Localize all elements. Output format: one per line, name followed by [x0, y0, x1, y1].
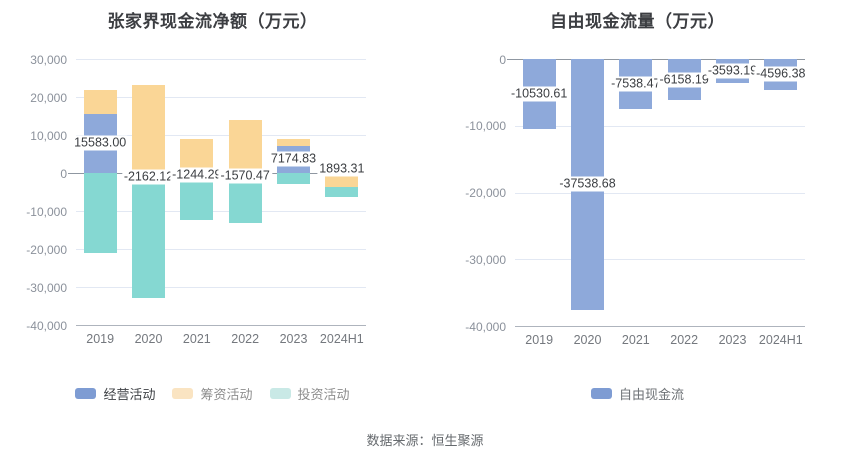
bar-value-label: -4596.38	[754, 66, 808, 82]
bottom-grid-line	[76, 325, 366, 326]
y-axis-tick-label: 0	[499, 52, 506, 67]
legend-label: 自由现金流	[618, 387, 684, 402]
bar-value-label: -1570.47	[218, 168, 272, 184]
x-axis-tick-label: 2021	[182, 332, 211, 346]
free-cash-flow-chart: 自由现金流量（万元） 0 -10,000 -20,000 -30,000 -40,000…	[425, 0, 850, 415]
bar-segment	[83, 89, 117, 114]
y-axis-tick-label: -10,000	[26, 204, 67, 219]
legend-swatch	[172, 388, 194, 399]
bar-segment	[325, 187, 359, 198]
bar-value-label: -3593.19	[705, 63, 760, 79]
x-axis-tick-label: 2022	[231, 332, 260, 346]
legend-label: 经营活动	[103, 387, 156, 402]
grid-line	[76, 97, 366, 98]
grid-line	[515, 259, 805, 261]
legend-item[interactable]: 自由现金流	[590, 384, 684, 403]
y-axis-tick-label: 20,000	[30, 90, 67, 105]
bar-value-label: -7538.47	[609, 76, 663, 92]
y-axis-tick-label: -40,000	[465, 319, 506, 334]
data-source-caption: 数据来源：恒生聚源	[366, 433, 484, 448]
bar-segment	[180, 138, 214, 173]
x-axis-tick-label: 2023	[279, 332, 308, 346]
bar-value-label: 15583.00	[72, 135, 129, 151]
x-axis-tick-label: 2024H1	[758, 333, 803, 347]
legend-label: 筹资活动	[200, 387, 253, 402]
x-axis-tick-label: 2024H1	[319, 332, 364, 346]
bar-segment	[277, 138, 310, 146]
net-cash-flow-chart-title: 张家界现金流净额（万元）	[107, 12, 318, 31]
legend-swatch	[590, 388, 612, 399]
bar-segment	[277, 173, 310, 185]
bar-segment	[180, 177, 214, 221]
y-axis-tick-label: 0	[60, 166, 67, 181]
legend-item[interactable]: 投资活动	[269, 384, 350, 403]
y-axis-tick-label: -20,000	[465, 186, 506, 200]
legend-item[interactable]: 经营活动	[75, 384, 155, 403]
net-cash-flow-legend: 经营活动 筹资活动 投资活动	[0, 384, 425, 403]
bar-segment	[132, 181, 165, 299]
zero-axis-line	[507, 59, 805, 60]
bar-value-label: 7174.83	[268, 151, 319, 167]
y-axis-tick-label: -30,000	[26, 280, 67, 295]
bar-value-label: -37538.68	[557, 176, 618, 192]
bar-value-label: 1893.31	[317, 161, 367, 177]
grid-line	[515, 125, 805, 127]
net-cash-flow-chart: 张家界现金流净额（万元） 30,000 20,000 10,000 0 -10,000 -…	[0, 0, 425, 415]
y-axis-tick-label: -30,000	[465, 252, 506, 267]
x-axis-tick-label: 2021	[621, 333, 650, 347]
legend-swatch	[269, 388, 291, 399]
y-axis-tick-label: -10,000	[465, 119, 506, 134]
grid-line	[76, 59, 366, 60]
grid-line	[76, 135, 366, 136]
bar-segment	[83, 173, 117, 253]
y-axis-tick-label: 30,000	[30, 52, 67, 67]
x-axis-tick-label: 2019	[86, 332, 115, 346]
grid-line	[76, 287, 366, 288]
x-axis-tick-label: 2019	[525, 333, 554, 347]
y-axis-tick-label: 10,000	[30, 128, 67, 143]
x-axis-tick-label: 2020	[134, 332, 163, 346]
grid-line	[76, 249, 366, 250]
legend-item[interactable]: 筹资活动	[172, 384, 253, 403]
x-axis-tick-label: 2022	[670, 333, 699, 347]
x-axis-tick-label: 2020	[573, 333, 602, 347]
bar-segment	[228, 178, 262, 223]
free-cash-flow-legend: 自由现金流	[425, 384, 850, 403]
grid-line	[76, 211, 366, 212]
y-axis-tick-label: -20,000	[26, 242, 67, 257]
bar-value-label: -6158.19	[657, 72, 711, 88]
x-axis-tick-label: 2023	[718, 333, 747, 347]
y-axis-tick-label: -40,000	[26, 318, 67, 333]
grid-line	[515, 192, 805, 194]
legend-label: 投资活动	[297, 387, 350, 402]
bar-value-label: -2162.12	[121, 169, 176, 185]
free-cash-flow-chart-title: 自由现金流量（万元）	[550, 12, 725, 31]
bar-segment	[132, 85, 165, 173]
bar-value-label: -1244.29	[170, 167, 224, 183]
bar-segment	[228, 120, 262, 173]
legend-swatch	[75, 388, 97, 399]
bottom-grid-line	[515, 326, 805, 327]
bar-value-label: -10530.61	[509, 86, 570, 102]
